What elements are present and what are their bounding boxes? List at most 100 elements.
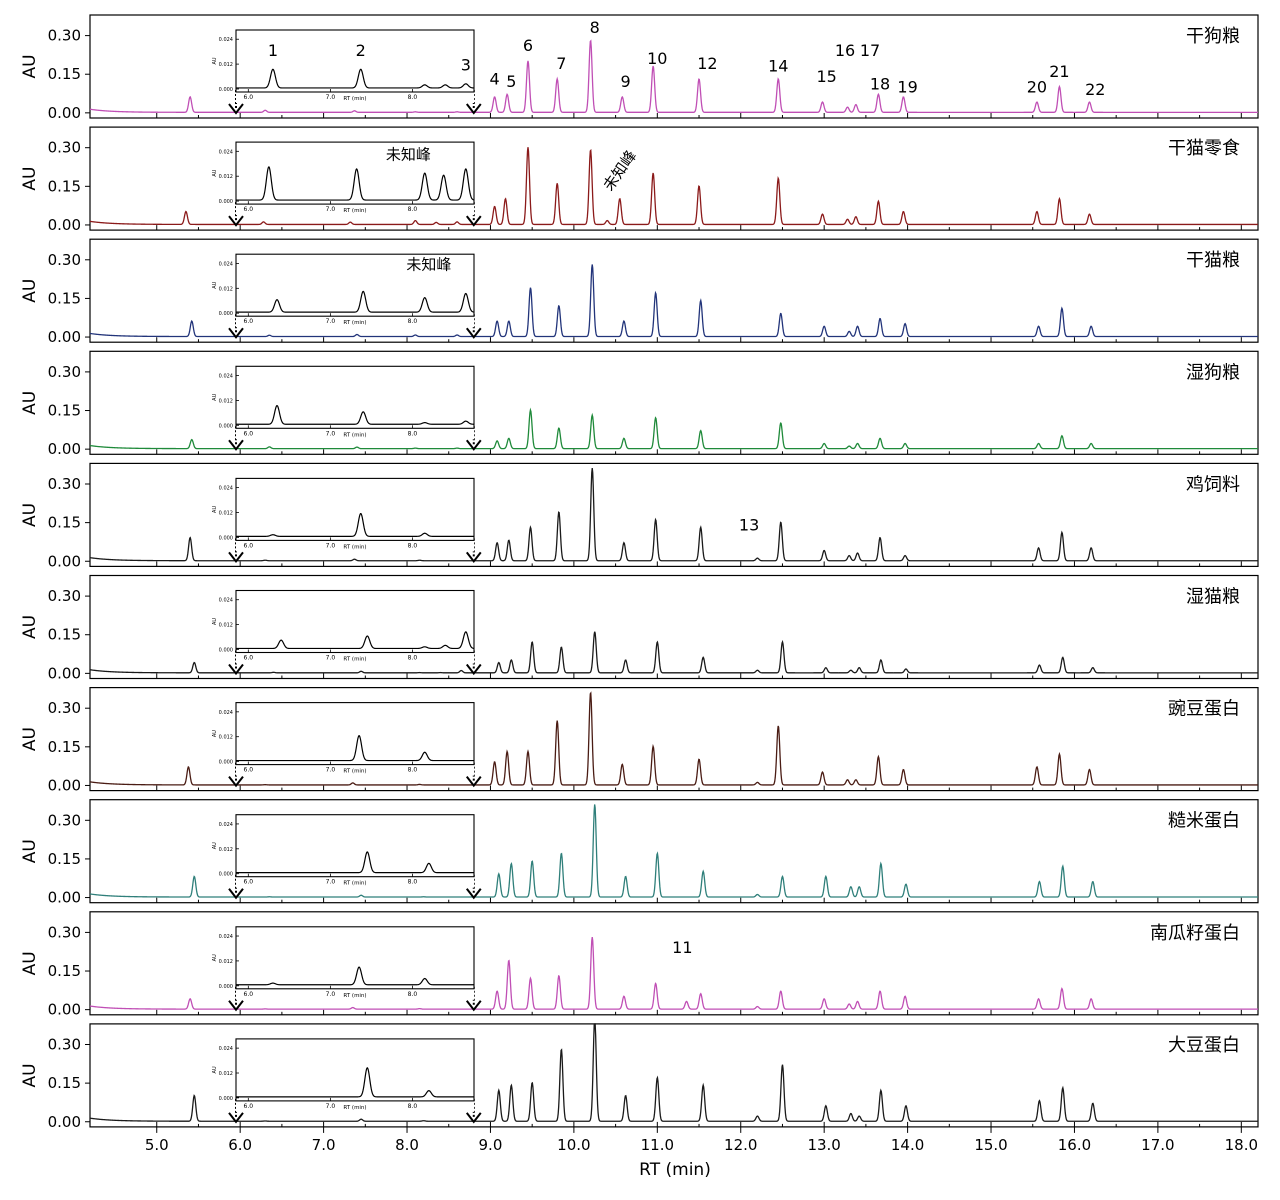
inset-y-tick-label: 0.024 (219, 598, 233, 604)
inset-x-axis-label: RT (min) (343, 993, 366, 999)
inset-x-tick-label: 6.0 (244, 655, 254, 662)
inset-x-axis-label: RT (min) (343, 96, 366, 102)
x-tick-label: 6.0 (228, 1136, 252, 1154)
inset-y-tick-label: 0.012 (219, 959, 233, 965)
inset-7: 0.000 0.012 0.024 AU 6.0 7.0 8.0 RT (min) (212, 699, 475, 776)
inset-y-tick-label: 0.012 (219, 847, 233, 853)
inset-frame (235, 589, 475, 654)
panel-frame (89, 462, 1259, 567)
y-tick-label: 0.00 (48, 328, 81, 346)
panel-frame (89, 238, 1259, 343)
y-tick-label: 0.30 (48, 139, 81, 157)
y-axis-label: AU (20, 391, 40, 415)
inset-bg (236, 811, 474, 888)
inset-bg (236, 27, 474, 103)
panel-3: 0.00 0.15 0.30 AU 干猫粮 0.000 0.012 0.024 AU 6.0 7.0… (20, 238, 1259, 346)
y-tick-label: 0.15 (48, 289, 81, 307)
y-tick-label: 0.00 (48, 440, 81, 458)
inset-range-arrowhead (465, 663, 482, 676)
peak-label: 15 (816, 67, 836, 86)
y-tick-label: 0.00 (48, 1001, 81, 1019)
series-line (89, 467, 1258, 562)
y-axis-label: AU (20, 839, 40, 863)
unknown-peak-label: 未知峰 (600, 147, 641, 194)
inset-range-arrowhead (228, 215, 244, 227)
panel-10: 0.00 0.15 0.30 AU 大豆蛋白 0.000 0.012 0.024 AU 6.0 7.… (20, 1023, 1259, 1131)
inset-frame (235, 141, 475, 205)
inset-y-tick-label: 0.012 (219, 62, 233, 68)
y-tick-label: 0.15 (48, 626, 81, 644)
y-axis-label: AU (20, 167, 40, 191)
y-tick-label: 0.00 (48, 776, 81, 794)
y-tick-label: 0.15 (48, 402, 81, 420)
panel-2: 0.00 0.15 0.30 AU 干猫零食 0.000 0.012 0.024 AU 6.0 7.… (20, 126, 1259, 234)
inset-range-arrowhead (228, 663, 244, 676)
peak-label: 21 (1049, 62, 1069, 81)
inset-y-tick-label: 0.024 (219, 710, 233, 716)
inset-5: 0.000 0.012 0.024 AU 6.0 7.0 8.0 RT (min) (212, 475, 475, 552)
inset-y-axis-label: AU (212, 842, 218, 849)
inset-y-axis-label: AU (212, 281, 218, 288)
inset-range-arrowhead (465, 551, 482, 564)
inset-x-tick-label: 6.0 (244, 879, 254, 886)
inset-y-axis-label: AU (212, 169, 218, 176)
y-tick-label: 0.00 (48, 664, 81, 682)
inset-y-axis-label: AU (212, 618, 218, 625)
inset-range-arrowhead (465, 775, 482, 788)
series-line (89, 691, 1258, 786)
peak-label: 2 (356, 41, 366, 60)
y-axis-label: AU (20, 279, 40, 303)
inset-line (236, 851, 474, 874)
inset-x-axis-label: RT (min) (343, 1105, 366, 1111)
inset-x-tick-label: 7.0 (326, 430, 336, 437)
inset-range-arrowhead (228, 103, 244, 115)
inset-x-tick-label: 7.0 (326, 318, 336, 325)
peak-label: 17 (860, 41, 880, 60)
series-name: 南瓜籽蛋白 (1150, 923, 1240, 944)
panel-5: 0.00 0.15 0.30 AU 鸡饲料 0.000 0.012 0.024 AU 6.0 7.0… (20, 462, 1259, 570)
inset-range-arrowhead (228, 327, 244, 339)
inset-y-tick-label: 0.024 (219, 261, 233, 267)
inset-y-tick-label: 0.000 (219, 872, 233, 878)
inset-range-arrowhead (228, 439, 244, 451)
series-name: 豌豆蛋白 (1168, 699, 1240, 720)
inset-y-axis-label: AU (212, 506, 218, 513)
peak-label: 12 (697, 54, 717, 73)
y-axis-label: AU (20, 1063, 40, 1087)
series-name: 湿猫粮 (1186, 587, 1240, 608)
inset-range-arrowhead (228, 551, 244, 564)
series-name: 大豆蛋白 (1168, 1035, 1240, 1056)
inset-10: 0.000 0.012 0.024 AU 6.0 7.0 8.0 RT (min) (212, 1035, 475, 1112)
y-tick-label: 0.15 (48, 514, 81, 532)
series-line (89, 1023, 1258, 1122)
inset-frame (235, 477, 475, 541)
inset-8: 0.000 0.012 0.024 AU 6.0 7.0 8.0 RT (min) (212, 811, 475, 888)
inset-line (236, 290, 475, 313)
inset-x-tick-label: 6.0 (244, 542, 254, 549)
inset-6: 0.000 0.012 0.024 AU 6.0 7.0 8.0 RT (min) (212, 587, 475, 664)
y-tick-label: 0.30 (48, 1036, 81, 1054)
inset-line (236, 735, 474, 762)
inset-2: 0.000 0.012 0.024 AU 6.0 7.0 8.0 RT (min) (212, 139, 475, 216)
x-tick-label: 12.0 (724, 1136, 757, 1154)
panel-frame (89, 1023, 1259, 1128)
inset-x-tick-label: 6.0 (244, 94, 254, 101)
inset-y-tick-label: 0.012 (219, 1071, 233, 1077)
inset-range-arrowhead (228, 1000, 244, 1012)
inset-y-tick-label: 0.012 (219, 286, 233, 292)
inset-y-tick-label: 0.024 (219, 149, 233, 155)
y-tick-label: 0.15 (48, 738, 81, 756)
series-name: 糙米蛋白 (1168, 811, 1240, 832)
inset-line (236, 68, 475, 89)
x-tick-label: 13.0 (807, 1136, 840, 1154)
inset-bg (236, 363, 474, 440)
series-line (89, 631, 1258, 674)
inset-y-tick-label: 0.024 (219, 822, 233, 828)
y-tick-label: 0.15 (48, 1074, 81, 1092)
peak-label: 6 (523, 36, 533, 55)
x-tick-label: 18.0 (1225, 1136, 1258, 1154)
inset-x-tick-label: 6.0 (244, 318, 254, 325)
inset-y-tick-label: 0.012 (219, 735, 233, 741)
inset-y-axis-label: AU (212, 730, 218, 737)
inset-x-tick-label: 6.0 (244, 206, 254, 213)
